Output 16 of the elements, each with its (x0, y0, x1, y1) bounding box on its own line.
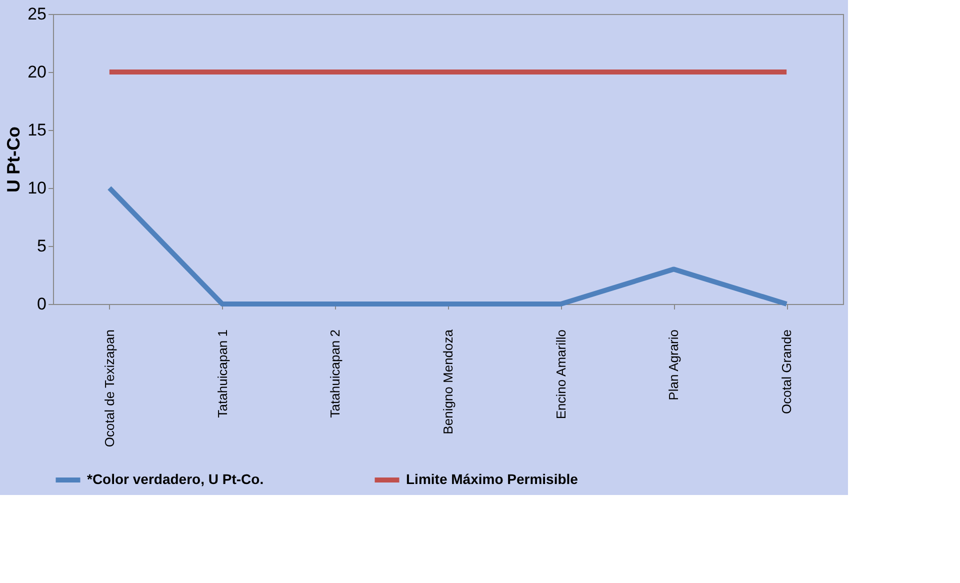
y-tick-label: 0 (37, 294, 46, 314)
y-tick-label: 5 (37, 236, 46, 256)
x-tick-label: Tatahuicapan 2 (328, 330, 343, 418)
x-tick-label: Plan Agrario (666, 330, 682, 400)
x-tick-label: Ocotal Grande (779, 330, 794, 414)
legend-label: Limite Máximo Permisible (406, 471, 578, 487)
y-axis-title: U Pt-Co (4, 126, 24, 192)
y-tick-label: 10 (28, 178, 46, 198)
legend-label: *Color verdadero, U Pt-Co. (87, 471, 264, 487)
y-tick-label: 20 (28, 62, 46, 82)
y-tick-label: 25 (28, 4, 46, 24)
y-tick-label: 15 (28, 120, 46, 140)
x-tick-label: Benigno Mendoza (440, 328, 456, 434)
x-tick-label: Tatahuicapan 1 (214, 330, 230, 418)
x-tick-label: Ocotal de Texizapan (102, 330, 117, 448)
x-tick-label: Encino Amarillo (553, 330, 568, 420)
